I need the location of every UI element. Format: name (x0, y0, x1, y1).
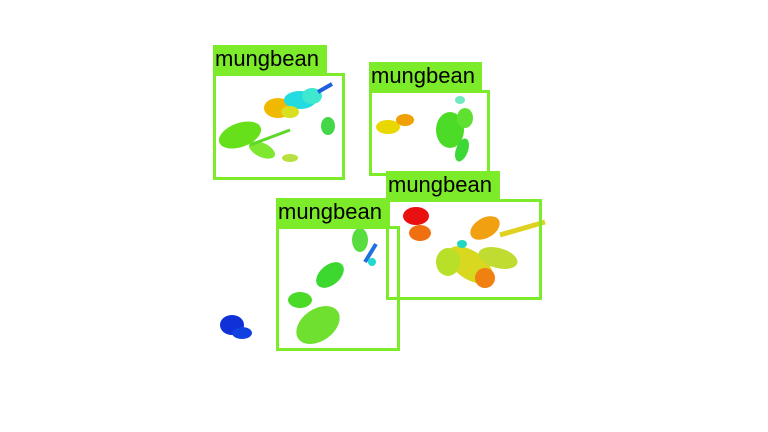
detection-box-3 (276, 226, 400, 351)
far-object-depth-blob (220, 315, 252, 339)
detection-label-2: mungbean (369, 62, 482, 90)
plant-3-depth-blobs (288, 228, 378, 345)
plant-1-depth-blobs (218, 82, 335, 162)
detection-label-4: mungbean (386, 171, 500, 199)
detection-box-1 (213, 73, 345, 180)
detection-box-4 (386, 199, 542, 300)
plant-4-depth-blobs (403, 207, 546, 288)
detection-label-3: mungbean (276, 198, 390, 226)
detection-label-1: mungbean (213, 45, 327, 73)
detection-box-2 (369, 90, 490, 176)
plant-2-depth-blobs (376, 96, 473, 162)
